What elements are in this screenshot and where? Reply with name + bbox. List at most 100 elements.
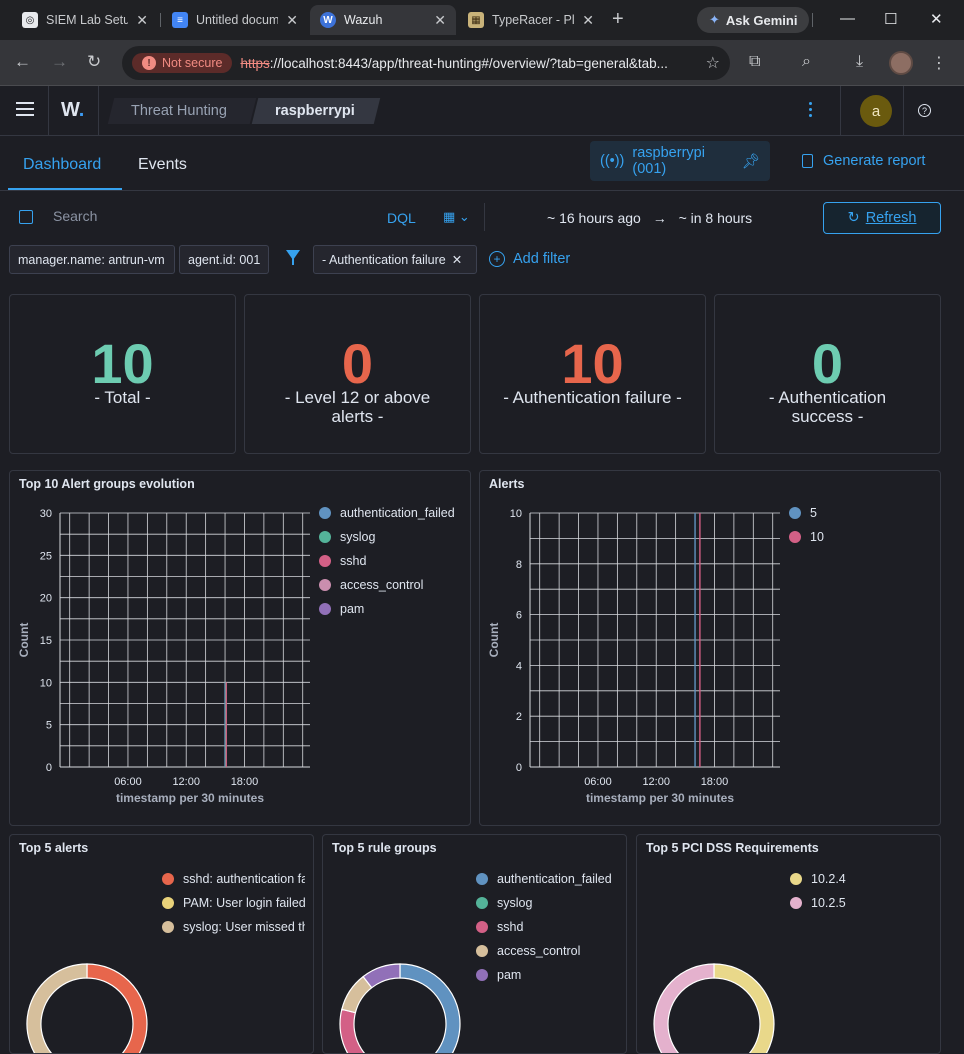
time-range[interactable]: ~ 16 hours ago → ~ in 8 hours — [547, 210, 752, 226]
filter-icon-stem — [292, 258, 294, 265]
close-icon[interactable]: ✕ — [582, 11, 594, 28]
metric-value: 10 — [91, 332, 154, 395]
address-bar[interactable]: ! Not secure https ://localhost:8443/app… — [122, 46, 730, 80]
close-icon[interactable]: ✕ — [286, 11, 298, 28]
calendar-icon[interactable]: ▦ ⌄ — [443, 209, 470, 224]
refresh-label: Refresh — [865, 210, 917, 226]
panel-title: Top 5 alerts — [19, 841, 89, 855]
legend-swatch — [319, 555, 331, 567]
new-tab-icon[interactable]: + — [612, 8, 624, 30]
filter-pill-auth-failure[interactable]: - Authentication failure ✕ — [313, 245, 477, 274]
back-icon[interactable]: ← — [14, 52, 31, 71]
maximize-icon[interactable]: ☐ — [884, 11, 898, 28]
legend-label: PAM: User login failed. — [183, 896, 305, 910]
legend-item[interactable]: syslog: User missed the password more th… — [162, 915, 305, 939]
chrome-profile-avatar[interactable] — [889, 51, 913, 75]
generate-report-button[interactable]: Generate report — [802, 153, 925, 169]
search-input[interactable]: Search — [53, 208, 98, 224]
legend-item[interactable]: 5 — [789, 501, 939, 525]
metric-auth-success: 0 - Authentication success - — [714, 294, 941, 454]
bookmark-star-icon[interactable]: ☆ — [705, 55, 720, 72]
legend-label: pam — [340, 602, 365, 616]
filter-pill-manager[interactable]: manager.name: antrun-vm — [9, 245, 175, 274]
wazuh-logo[interactable]: W. — [61, 99, 85, 121]
dql-toggle[interactable]: DQL — [387, 210, 416, 226]
legend-item[interactable]: PAM: User login failed. — [162, 891, 305, 915]
refresh-button[interactable]: ↻ Refresh — [823, 202, 941, 234]
legend-item[interactable]: pam — [476, 963, 626, 987]
browser-tab-docs[interactable]: ≡ Untitled document ✕ — [162, 5, 308, 35]
header-divider — [48, 86, 49, 136]
legend-item[interactable]: syslog — [476, 891, 626, 915]
browser-tab-typeracer[interactable]: ▦ TypeRacer - Play ✕ — [458, 5, 604, 35]
legend-swatch — [319, 579, 331, 591]
tab-search-icon[interactable]: ⌕ — [802, 53, 811, 70]
agent-selector[interactable]: ((•)) raspberrypi (001) 📌︎ — [590, 141, 770, 181]
donut-slice — [26, 963, 88, 1053]
breadcrumb-label: Threat Hunting — [131, 103, 227, 119]
browser-tab-title: Untitled document — [196, 13, 279, 27]
add-filter-button[interactable]: + Add filter — [489, 251, 570, 267]
more-options-icon[interactable] — [808, 102, 814, 120]
user-avatar[interactable]: a — [860, 95, 892, 127]
not-secure-label: Not secure — [162, 56, 223, 70]
chrome-menu-icon[interactable]: ⋮ — [931, 55, 947, 72]
legend-item[interactable]: 10.2.4 — [790, 867, 930, 891]
gemini-sparkle-icon: ✦ — [709, 12, 720, 27]
antenna-icon: ((•)) — [600, 153, 625, 169]
user-initial: a — [871, 102, 881, 120]
metric-value: 10 — [561, 332, 624, 395]
not-secure-badge[interactable]: ! Not secure — [132, 53, 233, 73]
generate-report-label: Generate report — [823, 153, 926, 169]
legend-item[interactable]: sshd — [319, 549, 469, 573]
legend-item[interactable]: syslog — [319, 525, 469, 549]
reload-icon[interactable]: ↻ — [87, 52, 102, 71]
minimize-icon[interactable]: — — [840, 10, 855, 27]
remove-filter-icon[interactable]: ✕ — [451, 253, 463, 267]
donut-chart-top5-rule-groups — [339, 963, 461, 1053]
legend-item[interactable]: authentication_failed — [319, 501, 469, 525]
legend-item[interactable]: sshd: authentication failed. — [162, 867, 305, 891]
panel-alerts: Alerts 0 2 4 6 8 10 06:00 12:00 18:00 timestamp p… — [479, 470, 941, 826]
close-icon[interactable]: ✕ — [434, 11, 446, 28]
legend-swatch — [790, 873, 802, 885]
legend-swatch — [476, 897, 488, 909]
tab-dashboard[interactable]: Dashboard — [23, 156, 102, 173]
legend-item[interactable]: authentication_failed — [476, 867, 626, 891]
arrow-icon: → — [652, 210, 667, 226]
help-icon[interactable]: ? — [918, 104, 931, 117]
legend-item[interactable]: 10 — [789, 525, 939, 549]
menu-icon[interactable] — [16, 102, 34, 120]
metric-level12: 0 - Level 12 or above alerts - — [244, 294, 471, 454]
extensions-icon[interactable]: ⧉ — [749, 53, 761, 70]
close-icon[interactable]: ✕ — [136, 11, 148, 28]
agent-label: raspberrypi (001) — [632, 145, 705, 177]
tab-events[interactable]: Events — [138, 156, 187, 173]
y-axis-title: Count — [17, 623, 31, 658]
legend-item[interactable]: access_control — [476, 939, 626, 963]
panel-top5-rule-groups: Top 5 rule groups authentication_failed s… — [322, 834, 627, 1054]
legend-item[interactable]: 10.2.5 — [790, 891, 930, 915]
x-tick-label: 18:00 — [701, 776, 729, 788]
legend-item[interactable]: pam — [319, 597, 469, 621]
ask-gemini-button[interactable]: ✦ Ask Gemini — [697, 7, 810, 33]
pin-icon[interactable]: 📌︎ — [741, 153, 760, 170]
legend-swatch — [319, 507, 331, 519]
download-icon[interactable]: ⤓ — [856, 53, 864, 70]
google-docs-icon: ≡ — [172, 12, 188, 28]
legend-label: access_control — [497, 944, 581, 958]
saved-query-icon[interactable] — [19, 210, 33, 224]
filter-icon[interactable] — [286, 250, 300, 260]
y-tick-label: 20 — [40, 593, 52, 605]
legend-item[interactable]: access_control — [319, 573, 469, 597]
legend-item[interactable]: sshd — [476, 915, 626, 939]
breadcrumb-threat-hunting[interactable]: Threat Hunting — [107, 98, 257, 124]
browser-tab-siem[interactable]: ◎ SIEM Lab Setup ✕ — [12, 5, 158, 35]
openai-icon: ◎ — [22, 12, 38, 28]
window-close-icon[interactable]: ✕ — [930, 11, 943, 28]
browser-tab-wazuh[interactable]: W Wazuh ✕ — [310, 5, 456, 35]
dashboard-tabs: Dashboard Events ((•)) raspberrypi (001)… — [0, 137, 964, 191]
chart-legend: authentication_failed syslog sshd access_co… — [319, 501, 469, 621]
filter-pill-agent[interactable]: agent.id: 001 — [179, 245, 269, 274]
forward-icon[interactable]: → — [51, 52, 68, 71]
